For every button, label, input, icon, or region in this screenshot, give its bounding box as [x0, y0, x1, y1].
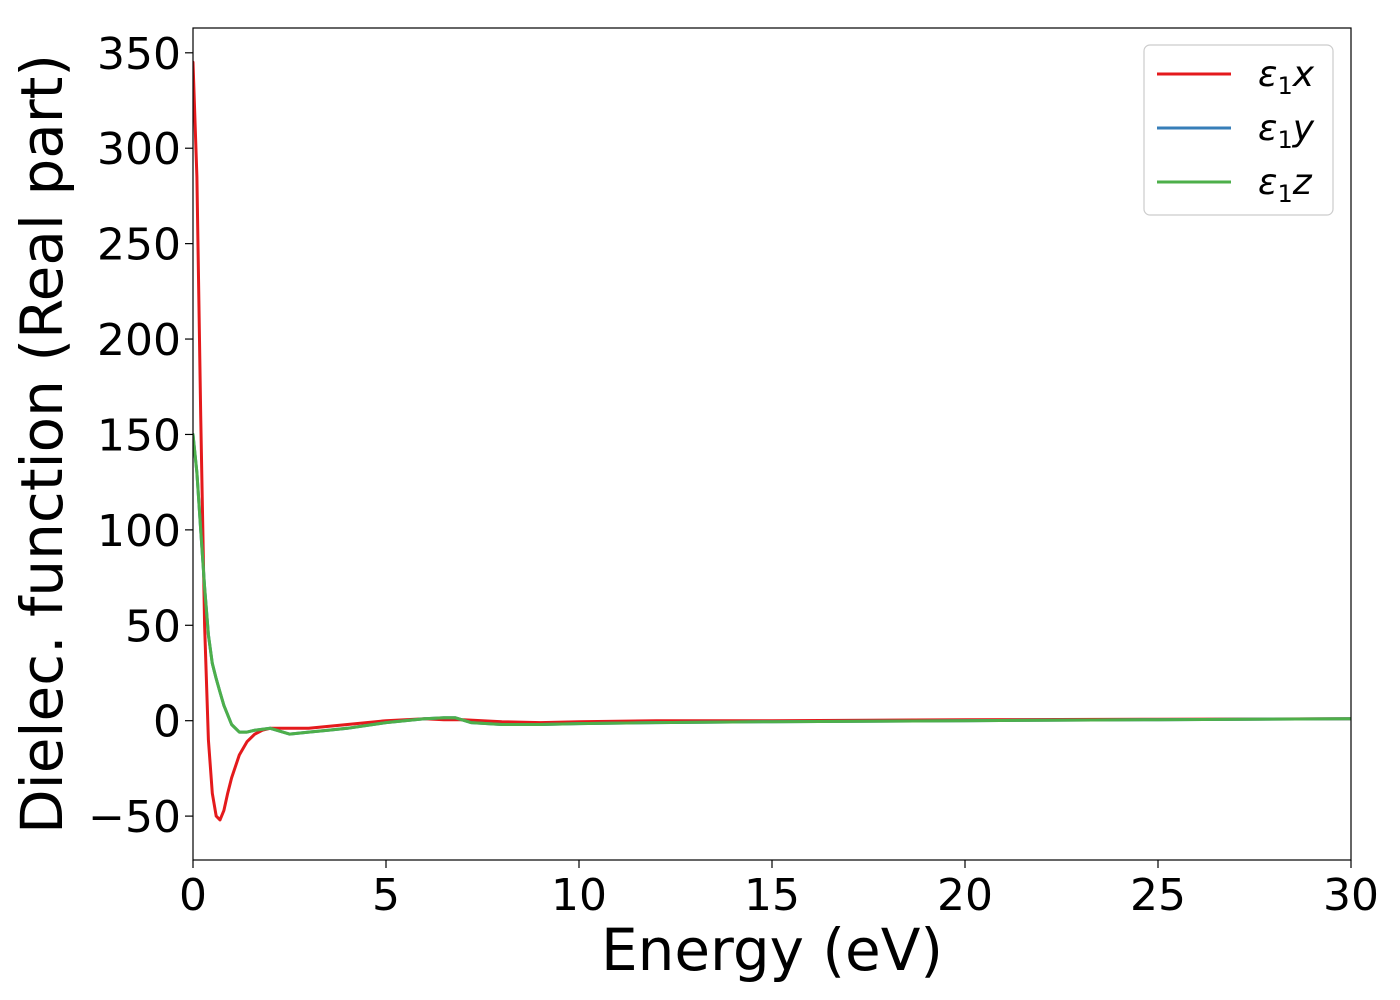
x-axis-label: Energy (eV): [601, 916, 943, 984]
y-tick-label: 100: [97, 506, 181, 557]
y-tick-label: 300: [97, 124, 181, 175]
x-tick-label: 5: [372, 870, 400, 921]
x-tick-label: 20: [937, 870, 993, 921]
x-tick-label: 10: [551, 870, 607, 921]
x-tick-label: 25: [1130, 870, 1186, 921]
y-tick-label: 250: [97, 220, 181, 271]
y-tick-label: 350: [97, 29, 181, 80]
legend: ε1x ε1y ε1z: [1143, 44, 1334, 216]
series-line-x: [193, 60, 1351, 822]
y-tick-label: 200: [97, 315, 181, 366]
x-tick-label: 30: [1323, 870, 1379, 921]
y-tick-label: −50: [88, 792, 181, 843]
legend-label-x: ε1x: [1258, 54, 1315, 100]
legend-label-y: ε1y: [1258, 108, 1315, 154]
x-axis: 0 5 10 15 20 25 30: [179, 860, 1379, 921]
y-axis-label: Dielec. function (Real part): [8, 54, 76, 834]
legend-label-z: ε1z: [1258, 162, 1313, 208]
x-tick-label: 0: [179, 870, 207, 921]
y-tick-label: 150: [97, 410, 181, 461]
legend-box: [1143, 44, 1334, 216]
y-tick-label: 0: [153, 697, 181, 748]
x-tick-label: 15: [744, 870, 800, 921]
series-line-z: [193, 433, 1351, 736]
y-axis: −50 0 50 100 150 200 250 300 350: [88, 29, 193, 843]
plot-lines: [193, 60, 1351, 822]
y-tick-label: 50: [125, 601, 181, 652]
